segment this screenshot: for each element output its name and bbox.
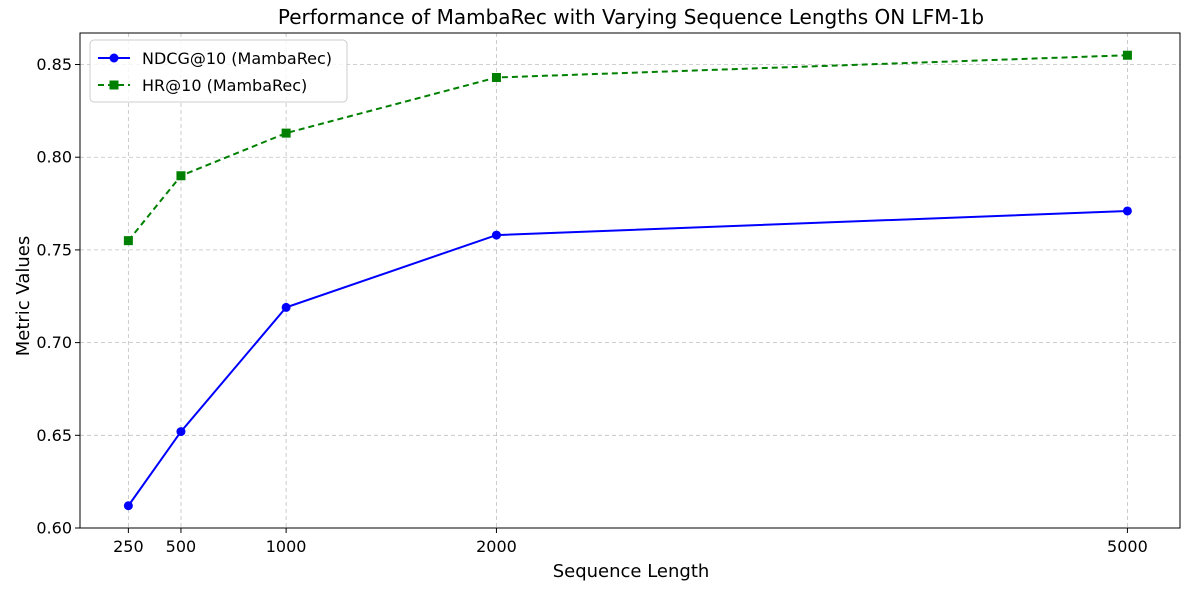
chart-title: Performance of MambaRec with Varying Seq… [278, 5, 984, 29]
data-point-circle [1122, 206, 1132, 216]
data-point-square [1122, 50, 1132, 60]
series-line-0 [127, 209, 1128, 507]
data-point-square [176, 171, 186, 181]
grid-lines [80, 33, 1180, 529]
y-axis-label: Metric Values [13, 236, 34, 357]
x-axis-label: Sequence Length [553, 561, 710, 582]
x-tick-label: 1000 [266, 537, 307, 556]
legend-box [89, 39, 348, 103]
x-tick-label: 2000 [476, 537, 517, 556]
data-point-circle [491, 230, 501, 240]
data-point-square [281, 128, 291, 138]
data-point-circle [123, 501, 133, 511]
legend-marker-ndcg-icon [109, 53, 119, 63]
x-tick-label: 500 [166, 537, 197, 556]
legend-label-hr: HR@10 (MambaRec) [142, 76, 307, 95]
x-tick-label: 250 [113, 537, 144, 556]
legend-marker-hr-icon [109, 80, 119, 90]
legend-item-ndcg: NDCG@10 (MambaRec) [98, 49, 332, 68]
plot-area-frame [79, 32, 1181, 529]
data-point-circle [176, 427, 186, 437]
data-point-square [123, 236, 133, 246]
data-point-circle [281, 302, 291, 312]
legend-label-ndcg: NDCG@10 (MambaRec) [142, 49, 332, 68]
legend-item-hr: HR@10 (MambaRec) [98, 76, 307, 95]
legend: NDCG@10 (MambaRec) HR@10 (MambaRec) [89, 39, 348, 103]
y-tick-label: 0.65 [36, 426, 72, 445]
y-tick-label: 0.80 [36, 148, 72, 167]
axis-ticks: 250 500 1000 2000 5000 0.60 0.65 0.70 0.75 0.80 0.… [36, 55, 1147, 556]
series-line-1 [127, 54, 1128, 242]
y-tick-label: 0.75 [36, 240, 72, 259]
data-point-square [491, 72, 501, 82]
series-layer [123, 50, 1132, 511]
x-tick-label: 5000 [1107, 537, 1148, 556]
y-tick-label: 0.85 [36, 55, 72, 74]
y-tick-label: 0.60 [36, 519, 72, 538]
y-tick-label: 0.70 [36, 333, 72, 352]
